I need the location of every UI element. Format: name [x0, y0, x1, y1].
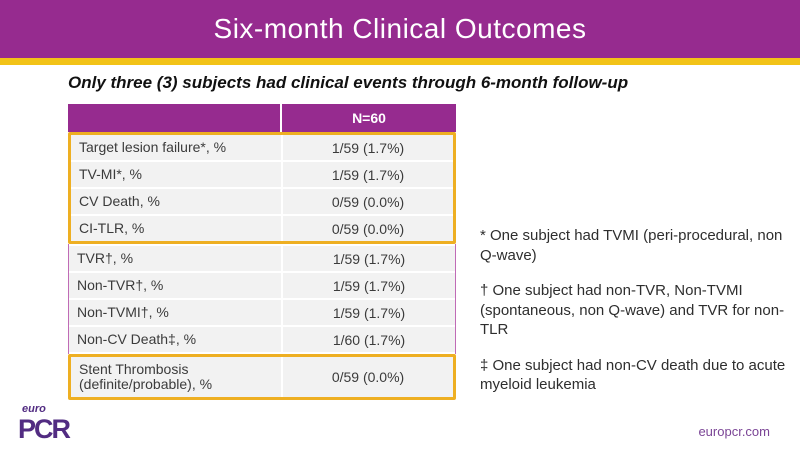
slide-header: Six-month Clinical Outcomes: [0, 0, 800, 58]
row-label: TVR†, %: [69, 246, 283, 271]
table-row: CV Death, % 0/59 (0.0%): [71, 189, 453, 214]
page-title: Six-month Clinical Outcomes: [213, 13, 587, 44]
table-row: CI-TLR, % 0/59 (0.0%): [71, 216, 453, 241]
row-value: 1/59 (1.7%): [332, 304, 406, 321]
outcomes-table: N=60 Target lesion failure*, % 1/59 (1.7…: [68, 104, 456, 400]
row-label: Stent Thrombosis (definite/probable), %: [71, 357, 283, 397]
row-label: Non-TVR†, %: [69, 273, 283, 298]
table-header-row: N=60: [68, 104, 456, 132]
table-header-empty-cell: [68, 104, 282, 132]
row-label: Non-CV Death‡, %: [69, 327, 283, 352]
row-label: CV Death, %: [71, 189, 283, 214]
highlight-group-stent-thrombosis: Stent Thrombosis (definite/probable), % …: [68, 354, 456, 400]
table-row: Non-TVMI†, % 1/59 (1.7%): [69, 300, 455, 325]
row-label: Target lesion failure*, %: [71, 135, 283, 160]
europcr-logo: euro PCR: [18, 403, 71, 444]
secondary-rows-group: TVR†, % 1/59 (1.7%) Non-TVR†, % 1/59 (1.…: [68, 244, 456, 354]
row-value: 1/60 (1.7%): [332, 331, 406, 348]
table-row: Non-CV Death‡, % 1/60 (1.7%): [69, 327, 455, 352]
row-value: 0/59 (0.0%): [331, 220, 405, 237]
footnote-double-dagger: ‡ One subject had non-CV death due to ac…: [480, 356, 786, 394]
row-value: 1/59 (1.7%): [332, 250, 406, 267]
row-label: Non-TVMI†, %: [69, 300, 283, 325]
row-value: 1/59 (1.7%): [331, 139, 405, 156]
row-label: TV-MI*, %: [71, 162, 283, 187]
slide-subtitle: Only three (3) subjects had clinical eve…: [68, 73, 629, 92]
table-row: TV-MI*, % 1/59 (1.7%): [71, 162, 453, 187]
row-value: 0/59 (0.0%): [331, 193, 405, 210]
row-value: 1/59 (1.7%): [331, 166, 405, 183]
row-value: 1/59 (1.7%): [332, 277, 406, 294]
table-header-n-cell: N=60: [352, 110, 386, 126]
table-row: Non-TVR†, % 1/59 (1.7%): [69, 273, 455, 298]
table-row: Target lesion failure*, % 1/59 (1.7%): [71, 135, 453, 160]
footnote-dagger: † One subject had non-TVR, Non-TVMI (spo…: [480, 282, 785, 338]
footnotes: * One subject had TVMI (peri-procedural,…: [480, 226, 792, 411]
logo-euro-text: euro: [22, 403, 46, 415]
row-label: CI-TLR, %: [71, 216, 283, 241]
row-value: 0/59 (0.0%): [331, 369, 405, 385]
europcr-website-link: europcr.com: [698, 424, 770, 439]
highlight-group-tlf: Target lesion failure*, % 1/59 (1.7%) TV…: [68, 132, 456, 244]
table-row: TVR†, % 1/59 (1.7%): [69, 246, 455, 271]
header-accent-stripe: [0, 58, 800, 65]
table-row: Stent Thrombosis (definite/probable), % …: [71, 357, 453, 397]
logo-pcr-text: PCR: [18, 414, 71, 444]
footnote-asterisk: * One subject had TVMI (peri-procedural,…: [480, 227, 783, 264]
